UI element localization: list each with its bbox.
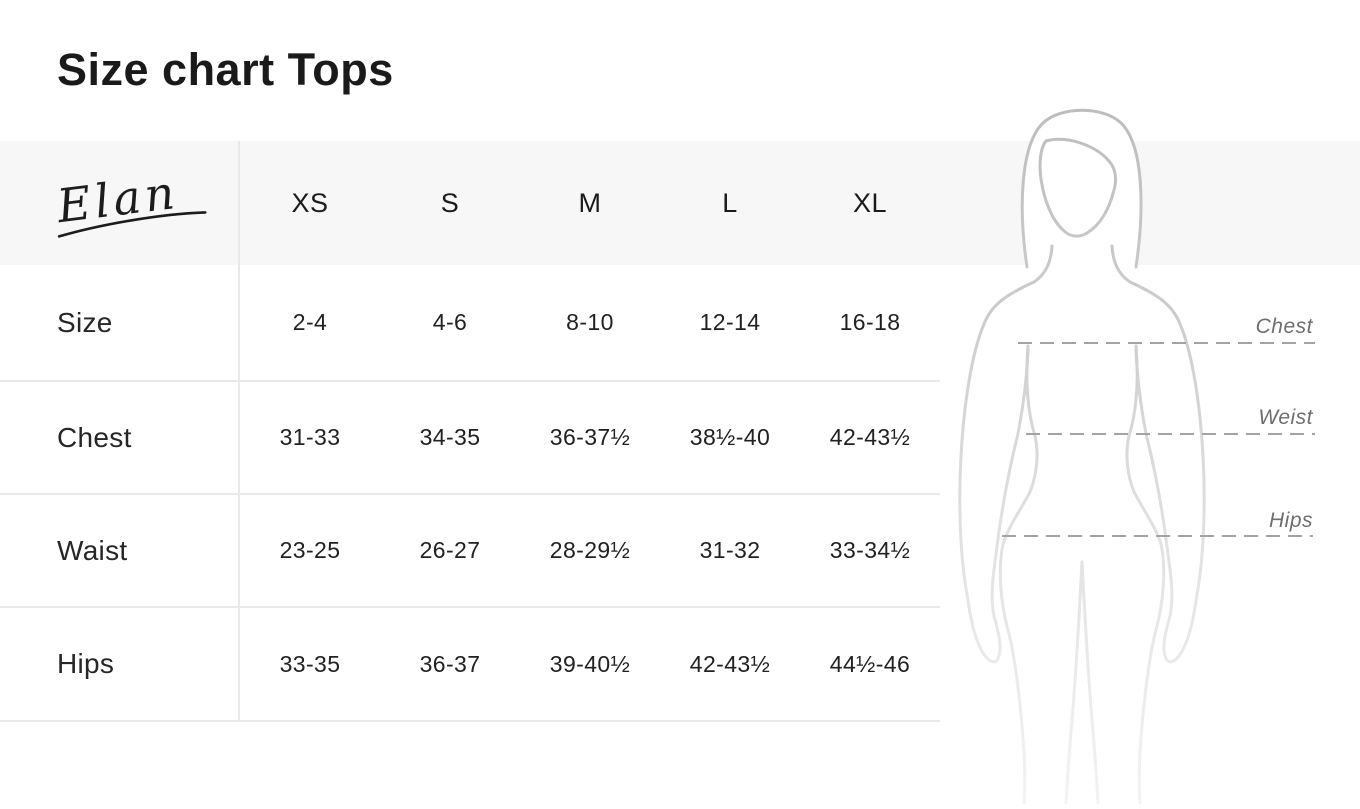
chest-l: 38½-40 [689,424,771,450]
table-row-size: Size 2-4 4-6 8-10 12-14 16-18 [0,265,940,382]
size-xl: 16-18 [839,309,901,335]
hair-outline [1020,108,1143,269]
waist-s: 26-27 [419,537,481,563]
chest-s: 34-35 [419,424,481,450]
hips-s: 36-37 [419,650,481,677]
chest-xs: 31-33 [279,424,341,450]
column-header-l: L [722,187,738,218]
row-label-size: Size [57,306,113,338]
body-left-half [958,244,1084,806]
size-s: 4-6 [432,309,468,335]
brand-logo-underline [57,211,207,238]
size-m: 8-10 [566,309,614,335]
brand-logo-cell: Elan [0,141,240,265]
waist-m: 28-29½ [549,537,631,563]
row-label-waist: Waist [57,534,128,566]
waist-l: 31-32 [699,537,761,563]
hips-m: 39-40½ [549,650,631,677]
chest-m: 36-37½ [549,424,631,450]
row-label-chest: Chest [57,421,132,453]
column-header-xs: XS [291,187,329,218]
female-silhouette-illustration: Chest Weist Hips [958,108,1315,806]
table-header-row: Elan XS S M L XL [0,141,940,265]
column-header-s: S [440,187,460,218]
face-outline [1038,137,1118,238]
body-right-half [1080,244,1206,806]
hips-l: 42-43½ [689,650,771,677]
chest-xl: 42-43½ [829,424,911,450]
table-row-waist: Waist 23-25 26-27 28-29½ 31-32 33-34½ [0,495,940,608]
hips-xs: 33-35 [279,650,341,677]
column-header-xl: XL [852,187,888,218]
row-label-hips: Hips [57,648,115,679]
waist-xl: 33-34½ [829,537,911,563]
page-title: Size chart Tops [57,44,394,95]
hips-xl: 44½-46 [829,650,911,677]
waist-measure-label: Weist [1258,406,1313,429]
table-row-hips: Hips 33-35 36-37 39-40½ 42-43½ 44½-46 [0,608,940,722]
table-row-chest: Chest 31-33 34-35 36-37½ 38½-40 42-43½ [0,382,940,495]
size-chart-table: Elan XS S M L XL Size 2-4 4-6 8-10 12-14… [0,141,940,722]
size-xs: 2-4 [292,309,328,335]
hips-measure-label: Hips [1269,509,1313,532]
chest-measure-label: Chest [1256,315,1314,338]
size-l: 12-14 [699,309,761,335]
column-header-m: M [578,187,602,218]
brand-logo: Elan [54,165,207,238]
waist-xs: 23-25 [279,537,341,563]
body-measurement-figure: Chest Weist Hips [940,100,1360,806]
